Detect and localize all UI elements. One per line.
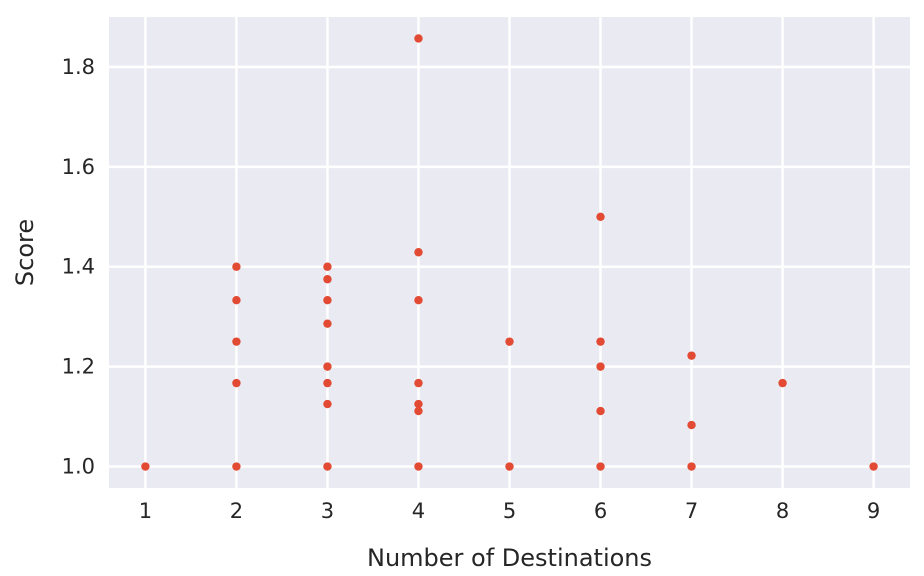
data-point bbox=[323, 275, 332, 284]
y-tick-label: 1.6 bbox=[62, 155, 95, 179]
data-point bbox=[869, 462, 878, 471]
data-point bbox=[687, 351, 696, 360]
data-point bbox=[323, 399, 332, 409]
x-tick-label: 4 bbox=[412, 499, 425, 523]
data-point bbox=[414, 378, 423, 388]
x-tick-label: 8 bbox=[776, 499, 789, 523]
x-axis-ticks: 1 2 3 4 5 6 7 8 9 bbox=[139, 499, 881, 523]
x-tick-label: 6 bbox=[594, 499, 607, 523]
data-point bbox=[596, 406, 605, 416]
data-points bbox=[141, 34, 878, 471]
data-point bbox=[687, 420, 696, 430]
y-axis-ticks: 1.0 1.2 1.4 1.6 1.8 bbox=[62, 55, 95, 479]
x-tick-label: 3 bbox=[321, 499, 334, 523]
y-tick-label: 1.8 bbox=[62, 55, 95, 79]
x-axis-label: Number of Destinations bbox=[367, 544, 652, 572]
data-point bbox=[323, 295, 332, 305]
x-tick-label: 7 bbox=[685, 499, 698, 523]
data-point bbox=[232, 262, 241, 271]
data-point bbox=[323, 262, 332, 271]
data-point bbox=[232, 462, 241, 471]
y-axis-label: Score bbox=[11, 219, 39, 286]
data-point bbox=[596, 462, 605, 471]
data-point bbox=[141, 462, 150, 471]
data-point bbox=[414, 462, 423, 471]
data-point bbox=[323, 378, 332, 388]
data-point bbox=[505, 337, 514, 346]
data-point bbox=[414, 295, 423, 305]
data-point bbox=[414, 406, 423, 416]
x-tick-label: 9 bbox=[867, 499, 880, 523]
data-point bbox=[323, 319, 332, 328]
y-tick-label: 1.0 bbox=[62, 455, 95, 479]
data-point bbox=[596, 337, 605, 346]
data-point bbox=[323, 362, 332, 371]
data-point bbox=[687, 462, 696, 471]
data-point bbox=[596, 212, 605, 221]
y-tick-label: 1.2 bbox=[62, 355, 95, 379]
data-point bbox=[414, 399, 423, 409]
data-point bbox=[414, 34, 423, 43]
data-point bbox=[323, 462, 332, 471]
data-point bbox=[414, 248, 423, 257]
data-point bbox=[596, 362, 605, 371]
data-point bbox=[232, 337, 241, 346]
x-tick-label: 1 bbox=[139, 499, 152, 523]
y-tick-label: 1.4 bbox=[62, 255, 95, 279]
data-point bbox=[505, 462, 514, 471]
data-point bbox=[232, 295, 241, 305]
x-tick-label: 2 bbox=[230, 499, 243, 523]
x-tick-label: 5 bbox=[503, 499, 516, 523]
data-point bbox=[232, 378, 241, 388]
data-point bbox=[778, 378, 787, 388]
